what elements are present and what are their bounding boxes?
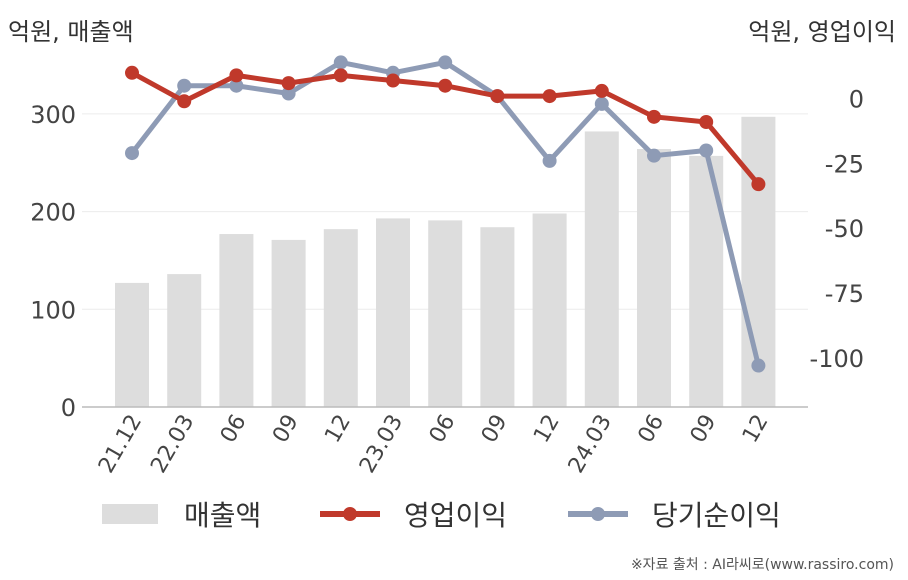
x-tick-label: 12 — [320, 411, 356, 448]
legend-label-sales: 매출액 — [184, 499, 262, 532]
left-tick-label: 300 — [30, 101, 76, 129]
x-axis-ticks: 21.12 22.03 06 09 12 23.03 06 09 12 24.03 06 09 12 — [94, 411, 774, 478]
legend-item-operating-profit: 영업이익 — [318, 492, 507, 536]
point-net-income — [125, 146, 139, 161]
point-operating-profit — [751, 177, 766, 192]
left-tick-label: 200 — [30, 199, 76, 227]
right-tick-label: -75 — [825, 280, 864, 308]
point-operating-profit — [386, 73, 400, 88]
point-operating-profit — [125, 65, 139, 80]
point-net-income — [281, 86, 296, 101]
legend-swatch-sales — [102, 504, 158, 524]
bar-sales — [480, 227, 515, 407]
x-tick-label: 24.03 — [564, 411, 617, 478]
x-tick-label: 06 — [425, 411, 461, 448]
x-tick-label: 23.03 — [355, 411, 408, 478]
bar-sales — [584, 131, 619, 407]
x-tick-label: 21.12 — [94, 411, 147, 478]
point-operating-profit — [177, 94, 192, 109]
bar-sales — [637, 149, 671, 407]
point-net-income — [229, 78, 244, 93]
point-net-income — [542, 153, 557, 168]
right-tick-label: -25 — [825, 150, 864, 178]
bar-sales — [323, 229, 358, 407]
x-tick-label: 09 — [686, 411, 722, 448]
x-tick-label: 12 — [738, 411, 774, 448]
bar-sales — [428, 220, 463, 407]
right-axis-ticks: 0 -25 -50 -75 -100 — [810, 86, 864, 373]
x-tick-label: 09 — [477, 411, 513, 448]
x-tick-label: 06 — [216, 411, 252, 448]
bar-series-sales — [115, 116, 776, 407]
legend-label-operating-profit: 영업이익 — [404, 499, 508, 532]
point-net-income — [177, 78, 192, 93]
point-net-income — [751, 358, 766, 373]
left-tick-label: 0 — [61, 394, 76, 422]
bar-sales — [376, 218, 410, 407]
point-operating-profit — [490, 89, 505, 104]
legend-swatch-net-income — [568, 507, 628, 521]
point-operating-profit — [594, 83, 609, 98]
line-series — [125, 55, 766, 373]
point-net-income — [699, 143, 714, 158]
left-axis-ticks: 0 100 200 300 — [30, 101, 76, 422]
x-tick-label: 09 — [268, 411, 304, 448]
bar-sales — [532, 213, 567, 407]
right-tick-label: -100 — [810, 345, 864, 373]
point-operating-profit — [542, 89, 557, 104]
bar-sales — [167, 274, 202, 407]
source-credit: ※자료 출처 : AI라씨로(www.rassiro.com) — [630, 557, 894, 573]
bar-sales — [271, 239, 306, 407]
left-axis-unit-label: 억원, 매출액 — [8, 18, 134, 46]
point-operating-profit — [438, 78, 453, 93]
point-net-income — [333, 55, 348, 70]
point-operating-profit — [647, 109, 661, 124]
point-operating-profit — [699, 115, 714, 129]
legend-item-sales: 매출액 — [100, 492, 261, 536]
point-net-income — [647, 148, 661, 163]
right-tick-label: 0 — [849, 86, 864, 114]
bar-sales — [219, 234, 254, 407]
legend: 매출액 영업이익 당기순이익 — [0, 492, 908, 536]
point-operating-profit — [333, 68, 348, 83]
legend-swatch-operating-profit — [320, 507, 380, 521]
point-operating-profit — [281, 76, 296, 91]
point-net-income — [594, 96, 609, 111]
legend-label-net-income: 당기순이익 — [652, 499, 781, 532]
combo-chart: 0 100 200 300 0 -25 -50 -75 -100 21.12 22.03 06 09… — [30, 55, 864, 478]
left-tick-label: 100 — [30, 296, 76, 324]
x-tick-label: 12 — [529, 411, 565, 448]
legend-item-net-income: 당기순이익 — [566, 492, 781, 536]
point-net-income — [438, 55, 453, 70]
bar-sales — [115, 282, 149, 407]
right-tick-label: -50 — [825, 215, 864, 243]
right-axis-unit-label: 억원, 영업이익 — [748, 18, 896, 46]
x-tick-label: 06 — [634, 411, 670, 448]
point-operating-profit — [229, 68, 244, 83]
x-tick-label: 22.03 — [146, 411, 199, 478]
